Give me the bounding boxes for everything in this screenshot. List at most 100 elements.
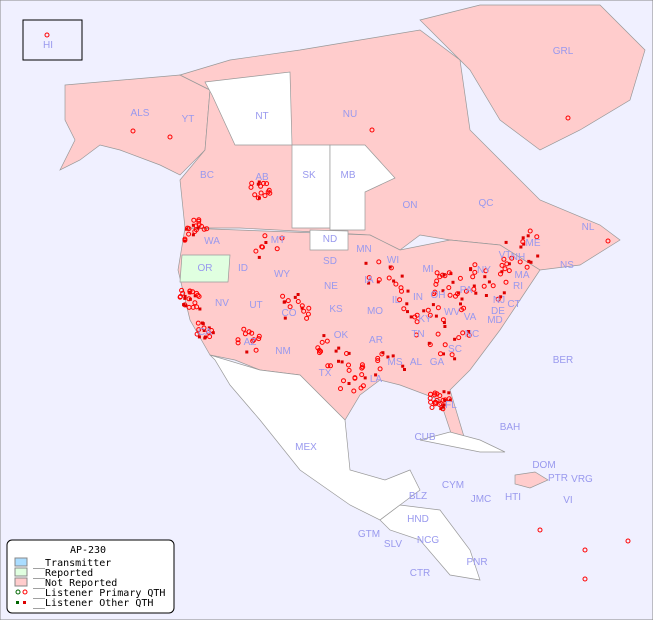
- primary-qth-marker: [261, 180, 266, 186]
- primary-qth-marker: [194, 331, 200, 337]
- primary-qth-marker: [190, 289, 195, 295]
- other-qth-marker: [405, 302, 409, 306]
- other-qth-marker: [406, 310, 409, 314]
- other-qth-marker: [200, 321, 204, 325]
- primary-qth-marker: [369, 127, 375, 133]
- primary-qth-marker: [446, 285, 452, 291]
- other-qth-marker: [257, 196, 261, 200]
- primary-qth-marker: [186, 296, 192, 302]
- other-qth-marker: [406, 289, 410, 293]
- other-qth-marker: [293, 295, 297, 299]
- other-qth-marker: [322, 334, 326, 338]
- legend: AP-230 __Transmitter __Reported __Not Re…: [6, 539, 175, 614]
- other-qth-marker: [504, 240, 508, 244]
- primary-qth-marker: [304, 315, 310, 321]
- region-label-ab: AB: [255, 172, 269, 183]
- primary-qth-marker: [258, 190, 264, 196]
- other-qth-marker: [526, 234, 530, 238]
- primary-qth-marker: [431, 291, 437, 297]
- primary-qth-marker: [130, 128, 136, 134]
- region-label-nv: NV: [215, 298, 229, 309]
- primary-qth-marker: [191, 217, 197, 223]
- other-qth-marker: [283, 300, 287, 304]
- primary-qth-marker: [502, 266, 508, 272]
- region-label-pa: PA: [460, 285, 473, 296]
- primary-qth-marker: [466, 332, 472, 338]
- primary-qth-marker: [253, 347, 259, 353]
- other-qth-marker: [193, 294, 197, 298]
- primary-qth-marker: [495, 296, 501, 302]
- primary-qth-marker: [524, 264, 530, 270]
- region-label-dom: DOM: [532, 460, 555, 471]
- other-qth-marker: [256, 182, 260, 186]
- other-qth-marker: [347, 351, 351, 355]
- other-qth-marker: [403, 368, 406, 371]
- primary-qth-marker: [193, 223, 199, 229]
- primary-qth-marker: [503, 279, 509, 285]
- qth-markers: [44, 32, 631, 582]
- primary-qth-marker: [195, 320, 201, 326]
- region-sk: [291, 144, 331, 229]
- primary-qth-marker: [319, 339, 325, 345]
- region-label-nc: NC: [465, 329, 479, 340]
- region-label-ky: KY: [418, 314, 432, 325]
- primary-qth-marker: [242, 331, 248, 337]
- primary-qth-marker: [194, 290, 200, 296]
- region-cuba: [419, 431, 506, 453]
- other-qth-marker: [367, 281, 371, 285]
- primary-qth-marker: [434, 270, 440, 276]
- other-qth-marker: [401, 364, 405, 368]
- region-label-va: VA: [464, 312, 477, 323]
- primary-qth-marker: [463, 288, 469, 294]
- region-labels: HI ALS YT NT NU GRL BC AB SK MB ON QC NL NS WA OR ID MT WY…: [43, 40, 595, 579]
- primary-qth-marker: [376, 259, 382, 265]
- primary-qth-marker: [199, 223, 204, 229]
- primary-qth-marker: [44, 32, 50, 38]
- region-label-nl: NL: [582, 222, 595, 233]
- legend-other-icon: [16, 601, 19, 604]
- primary-qth-marker: [359, 362, 365, 368]
- primary-qth-marker: [413, 332, 419, 338]
- primary-qth-marker: [180, 290, 186, 296]
- region-label-mex: MEX: [295, 442, 317, 453]
- primary-qth-marker: [582, 547, 588, 553]
- other-qth-marker: [337, 346, 341, 350]
- region-label-bah: BAH: [500, 422, 521, 433]
- primary-qth-marker: [605, 238, 611, 244]
- region-label-ber: BER: [553, 355, 574, 366]
- legend-label-transmitter: __Transmitter: [33, 558, 111, 569]
- primary-qth-marker: [461, 305, 467, 311]
- primary-qth-marker: [325, 363, 331, 369]
- other-qth-marker: [434, 314, 438, 318]
- primary-qth-marker: [498, 271, 503, 277]
- other-qth-marker: [183, 294, 187, 298]
- region-label-ms: MS: [388, 357, 403, 368]
- region-label-md: MD: [487, 315, 503, 326]
- region-label-yt: YT: [182, 114, 195, 125]
- primary-qth-marker: [177, 294, 183, 300]
- other-qth-marker: [283, 316, 287, 320]
- region-label-fl: FL: [445, 400, 457, 411]
- other-qth-marker: [183, 296, 187, 300]
- region-label-ncg: NCG: [417, 535, 439, 546]
- region-mb: [329, 144, 396, 231]
- other-qth-marker: [363, 376, 367, 380]
- primary-qth-marker: [187, 288, 193, 294]
- other-qth-marker: [196, 226, 200, 230]
- legend-label-primary-qth: __Listener Primary QTH: [33, 588, 165, 599]
- primary-qth-marker: [582, 576, 588, 582]
- region-label-ia: IA: [364, 275, 374, 286]
- primary-qth-marker: [264, 181, 270, 187]
- region-label-ptr: PTR: [548, 473, 568, 484]
- other-qth-marker: [207, 326, 211, 330]
- primary-qth-marker: [324, 338, 330, 344]
- primary-qth-marker: [346, 367, 352, 373]
- region-label-hnd: HND: [407, 514, 429, 525]
- primary-qth-marker: [393, 281, 399, 287]
- primary-qth-marker: [246, 329, 252, 335]
- primary-qth-marker: [185, 225, 190, 231]
- primary-qth-marker: [517, 259, 523, 265]
- region-label-jmc: JMC: [471, 494, 492, 505]
- region-label-ny: NY: [477, 265, 491, 276]
- primary-qth-marker: [262, 233, 268, 239]
